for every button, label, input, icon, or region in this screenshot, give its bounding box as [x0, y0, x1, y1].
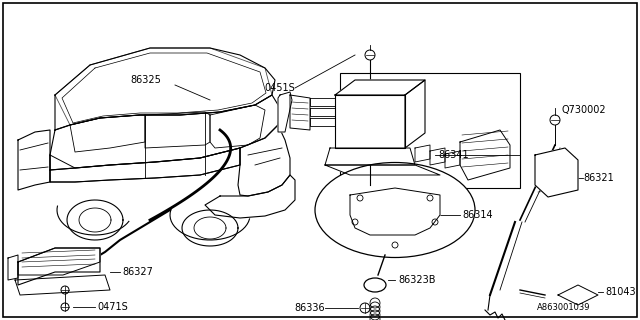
Ellipse shape — [364, 278, 386, 292]
Text: A863001039: A863001039 — [536, 303, 590, 312]
Text: 86321: 86321 — [583, 173, 614, 183]
Polygon shape — [310, 98, 335, 106]
Text: 86336: 86336 — [294, 303, 325, 313]
Polygon shape — [405, 80, 425, 148]
Text: Q730002: Q730002 — [562, 105, 607, 115]
Polygon shape — [445, 151, 460, 168]
Polygon shape — [335, 80, 425, 95]
Text: 86325: 86325 — [130, 75, 161, 85]
Polygon shape — [278, 92, 292, 132]
Polygon shape — [335, 95, 405, 148]
Text: 86341: 86341 — [438, 150, 468, 160]
Bar — [340, 73, 520, 188]
Text: 86323B: 86323B — [398, 275, 435, 285]
Text: 86314: 86314 — [462, 210, 493, 220]
Polygon shape — [8, 255, 18, 280]
Polygon shape — [325, 165, 440, 175]
Polygon shape — [460, 130, 510, 180]
Polygon shape — [290, 95, 310, 130]
Text: 86327: 86327 — [122, 267, 153, 277]
Polygon shape — [558, 285, 598, 305]
Polygon shape — [310, 118, 335, 126]
Polygon shape — [415, 145, 430, 162]
Text: 81043: 81043 — [605, 287, 636, 297]
Polygon shape — [430, 148, 445, 165]
Polygon shape — [350, 188, 440, 235]
Text: 0451S: 0451S — [264, 83, 295, 93]
Polygon shape — [18, 248, 100, 275]
Polygon shape — [310, 108, 335, 116]
Polygon shape — [15, 275, 110, 295]
Polygon shape — [18, 248, 100, 285]
Ellipse shape — [315, 163, 475, 258]
Polygon shape — [325, 148, 415, 165]
Text: 0471S: 0471S — [97, 302, 128, 312]
Polygon shape — [535, 148, 578, 197]
